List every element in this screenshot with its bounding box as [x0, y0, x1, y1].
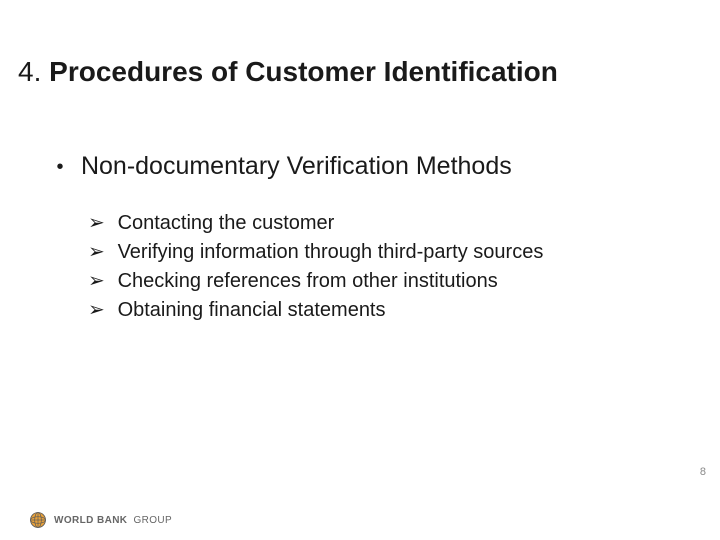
list-item: ➢ Checking references from other institu…: [88, 268, 543, 295]
page-number: 8: [700, 466, 706, 478]
slide: 4. Procedures of Customer Identification…: [0, 0, 720, 540]
list-item: ➢ Obtaining financial statements: [88, 297, 543, 324]
slide-subhead: • Non-documentary Verification Methods: [46, 152, 512, 181]
slide-title: 4. Procedures of Customer Identification: [18, 56, 558, 88]
title-text: Procedures of Customer Identification: [49, 56, 558, 87]
list-item: ➢ Contacting the customer: [88, 210, 543, 237]
footer-brand: WORLD BANK GROUP: [28, 510, 172, 530]
brand-text-1: WORLD BANK: [54, 515, 127, 526]
title-number: 4.: [18, 56, 41, 87]
item-text: Obtaining financial statements: [118, 299, 386, 321]
globe-icon: [28, 510, 48, 530]
bullet-icon: •: [46, 156, 74, 179]
item-text: Verifying information through third-part…: [118, 241, 544, 263]
brand-text-2: GROUP: [133, 515, 172, 526]
chevron-icon: ➢: [88, 297, 112, 324]
subhead-text: Non-documentary Verification Methods: [81, 152, 512, 180]
chevron-icon: ➢: [88, 268, 112, 295]
item-text: Contacting the customer: [118, 212, 335, 234]
list-item: ➢ Verifying information through third-pa…: [88, 239, 543, 266]
chevron-icon: ➢: [88, 210, 112, 237]
chevron-icon: ➢: [88, 239, 112, 266]
item-text: Checking references from other instituti…: [118, 270, 498, 292]
item-list: ➢ Contacting the customer ➢ Verifying in…: [88, 210, 543, 326]
